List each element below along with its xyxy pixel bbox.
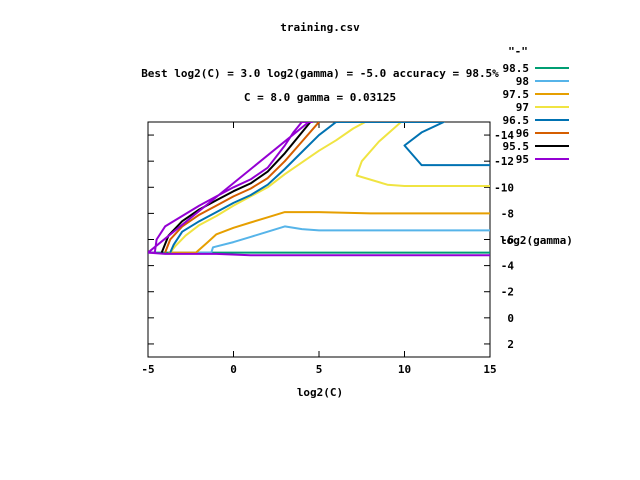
legend-label: 95.5 <box>503 140 530 153</box>
x-tick-label: 5 <box>316 363 323 376</box>
contour-line-97-5 <box>168 211 490 254</box>
chart-subtitle-params: C = 8.0 gamma = 0.03125 <box>244 91 396 104</box>
y-tick-label: -6 <box>501 234 515 247</box>
y-tick-label: -12 <box>494 155 514 168</box>
plot-border <box>147 121 491 358</box>
contour-lines <box>148 122 490 257</box>
y-axis-label: log2(gamma) <box>500 234 573 247</box>
legend-label: 98.5 <box>503 62 530 75</box>
chart-title: training.csv <box>280 21 360 34</box>
y-tick-label: -8 <box>501 207 514 220</box>
contour-line-98 <box>168 225 490 254</box>
y-tick-label: -14 <box>494 129 514 142</box>
plot-frame <box>147 121 491 358</box>
contour-line-96 <box>164 122 320 253</box>
x-tick-label: 15 <box>483 363 496 376</box>
legend-label: 96.5 <box>503 114 530 127</box>
legend-label: 98 <box>516 75 529 88</box>
legend-label: 95 <box>516 153 529 166</box>
contour-line-95-5 <box>160 122 312 253</box>
contour-line-97 <box>169 122 490 254</box>
x-tick-label: 10 <box>398 363 411 376</box>
x-tick-label: -5 <box>141 363 154 376</box>
y-tick-label: 0 <box>507 312 514 325</box>
y-tick-label: -2 <box>501 286 514 299</box>
contour-line-96-5 <box>169 122 490 254</box>
contour-line-95 <box>148 122 490 257</box>
y-tick-label: 2 <box>507 338 514 351</box>
legend-label: 97 <box>516 101 529 114</box>
chart-subtitle-best: Best log2(C) = 3.0 log2(gamma) = -5.0 ac… <box>141 67 499 80</box>
y-tick-label: -10 <box>494 181 514 194</box>
legend-label: 97.5 <box>503 88 530 101</box>
legend-label: 96 <box>516 127 530 140</box>
y-tick-label: -4 <box>501 260 515 273</box>
x-tick-label: 0 <box>230 363 237 376</box>
x-axis-label: log2(C) <box>297 386 343 399</box>
axis-ticks: -5 0 5 10 15 -14 -12 -10 -8 -6 -4 -2 0 2 <box>141 122 514 376</box>
legend-title: "-" <box>508 45 528 58</box>
